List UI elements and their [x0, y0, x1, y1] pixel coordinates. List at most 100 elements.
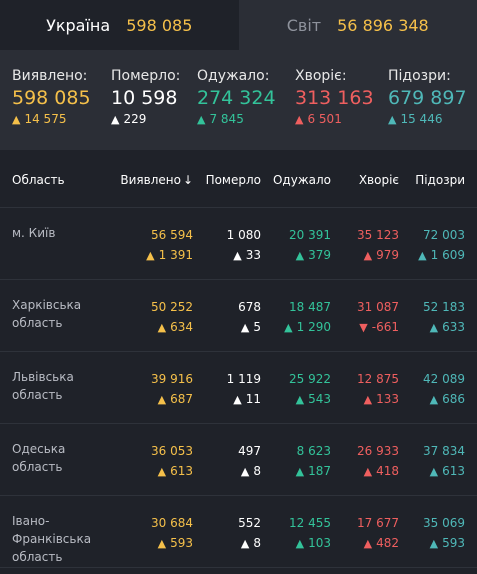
table-cell: 31 087 ▼ -661: [331, 294, 399, 351]
stat-delta: 7 845: [209, 112, 244, 126]
arrow-up-icon: ▲: [295, 393, 305, 406]
cell-value: 56 594: [151, 228, 193, 242]
stat-label: Померло:: [111, 68, 181, 84]
cell-value: 35 123: [357, 228, 399, 242]
stat-recovered: Одужало: 274 324 ▲ 7 845: [197, 68, 295, 150]
cell-value: 678: [238, 300, 261, 314]
region-name: м. Київ: [12, 226, 56, 240]
header-suspect[interactable]: Підозри: [415, 172, 465, 187]
header-region[interactable]: Область: [12, 172, 65, 187]
stat-delta: 6 501: [307, 112, 342, 126]
arrow-up-icon: ▲: [295, 113, 304, 126]
cell-value: 18 487: [289, 300, 331, 314]
cell-value: 37 834: [423, 444, 465, 458]
table-cell: 35 069 ▲ 593: [399, 510, 465, 567]
cell-delta: 613: [442, 464, 465, 478]
stat-value: 313 163: [295, 87, 374, 109]
arrow-up-icon: ▲: [157, 321, 167, 334]
stat-delta: 229: [123, 112, 147, 126]
cell-value: 1 119: [226, 372, 261, 386]
arrow-up-icon: ▲: [240, 465, 250, 478]
cell-value: 72 003: [423, 228, 465, 242]
stat-value: 598 085: [12, 87, 91, 109]
table-cell: 39 916 ▲ 687: [104, 366, 193, 423]
table-cell: 25 922 ▲ 543: [261, 366, 331, 423]
arrow-up-icon: ▲: [12, 113, 21, 126]
cell-delta: 8: [253, 464, 261, 478]
tab-world[interactable]: Світ 56 896 348: [238, 0, 477, 50]
stat-label: Хворіє:: [295, 68, 347, 84]
table-cell: 678 ▲ 5: [193, 294, 261, 351]
arrow-up-icon: ▲: [418, 249, 427, 262]
table-row[interactable]: Харківська область 50 252 ▲ 634 678 ▲ 5 18…: [0, 280, 477, 352]
stat-value: 10 598: [111, 87, 178, 109]
cell-value: 25 922: [289, 372, 331, 386]
cell-delta: 187: [308, 464, 331, 478]
stat-label: Підозри:: [388, 68, 451, 84]
table-cell: 72 003 ▲ 1 609: [399, 222, 465, 279]
table-cell: 37 834 ▲ 613: [399, 438, 465, 495]
table-row[interactable]: Львівська область 39 916 ▲ 687 1 119 ▲ 11 …: [0, 352, 477, 424]
header-detected[interactable]: Виявлено ↓: [104, 173, 193, 187]
cell-value: 39 916: [151, 372, 193, 386]
arrow-up-icon: ▲: [197, 113, 206, 126]
cell-value: 30 684: [151, 516, 193, 530]
cell-delta: 8: [253, 536, 261, 550]
summary-panel: Виявлено: 598 085 ▲ 14 575 Померло: 10 59…: [0, 50, 477, 150]
cell-delta: 593: [170, 536, 193, 550]
stat-label: Виявлено:: [12, 68, 88, 84]
arrow-down-icon: ▼: [359, 321, 368, 334]
cell-value: 50 252: [151, 300, 193, 314]
arrow-up-icon: ▲: [157, 393, 167, 406]
table-cell: 20 391 ▲ 379: [261, 222, 331, 279]
arrow-up-icon: ▲: [295, 249, 305, 262]
table-cell: 1 080 ▲ 33: [193, 222, 261, 279]
cell-delta: 103: [308, 536, 331, 550]
cell-value: 1 080: [226, 228, 261, 242]
tab-ukraine[interactable]: Україна 598 085: [0, 0, 239, 50]
stat-label: Одужало:: [197, 68, 270, 84]
table-cell: 497 ▲ 8: [193, 438, 261, 495]
arrow-up-icon: ▲: [363, 249, 373, 262]
header-recovered[interactable]: Одужало: [272, 172, 331, 187]
cell-value: 12 875: [357, 372, 399, 386]
table-cell: 552 ▲ 8: [193, 510, 261, 567]
cell-delta: 379: [308, 248, 331, 262]
cell-value: 35 069: [423, 516, 465, 530]
cell-value: 31 087: [357, 300, 399, 314]
arrow-up-icon: ▲: [363, 465, 373, 478]
cell-delta: 634: [170, 320, 193, 334]
table-cell: 18 487 ▲ 1 290: [261, 294, 331, 351]
cell-value: 42 089: [423, 372, 465, 386]
arrow-up-icon: ▲: [363, 537, 373, 550]
cell-delta: 979: [376, 248, 399, 262]
table-body: м. Київ 56 594 ▲ 1 391 1 080 ▲ 33 20 391 ▲…: [0, 208, 477, 568]
table-row[interactable]: Івано-Франківська область 30 684 ▲ 593 55…: [0, 496, 477, 568]
table-header: Область Виявлено ↓ Померло Одужало Хворіє…: [0, 152, 477, 208]
cell-delta: 1 609: [430, 248, 465, 262]
cell-value: 12 455: [289, 516, 331, 530]
table-row[interactable]: Одеська область 36 053 ▲ 613 497 ▲ 8 8 623…: [0, 424, 477, 496]
arrow-up-icon: ▲: [233, 393, 242, 406]
header-sick[interactable]: Хворіє: [358, 172, 399, 187]
table-cell: 1 119 ▲ 11: [193, 366, 261, 423]
cell-delta: 11: [245, 392, 261, 406]
stat-suspect: Підозри: 679 897 ▲ 15 446: [388, 68, 477, 150]
table-cell: 12 455 ▲ 103: [261, 510, 331, 567]
header-died[interactable]: Померло: [205, 172, 261, 187]
cell-delta: 133: [376, 392, 399, 406]
tab-world-value: 56 896 348: [337, 15, 429, 35]
region-name: Харківська область: [12, 298, 82, 330]
region-name: Івано-Франківська область: [12, 514, 92, 564]
region-tabs: Україна 598 085 Світ 56 896 348: [0, 0, 477, 50]
cell-delta: 686: [442, 392, 465, 406]
tab-ukraine-value: 598 085: [126, 15, 193, 35]
cell-delta: 613: [170, 464, 193, 478]
stat-sick: Хворіє: 313 163 ▲ 6 501: [295, 68, 388, 150]
stat-value: 679 897: [388, 87, 467, 109]
arrow-up-icon: ▲: [111, 113, 120, 126]
arrow-up-icon: ▲: [295, 465, 305, 478]
table-row[interactable]: м. Київ 56 594 ▲ 1 391 1 080 ▲ 33 20 391 ▲…: [0, 208, 477, 280]
table-cell: 8 623 ▲ 187: [261, 438, 331, 495]
arrow-up-icon: ▲: [388, 113, 397, 126]
